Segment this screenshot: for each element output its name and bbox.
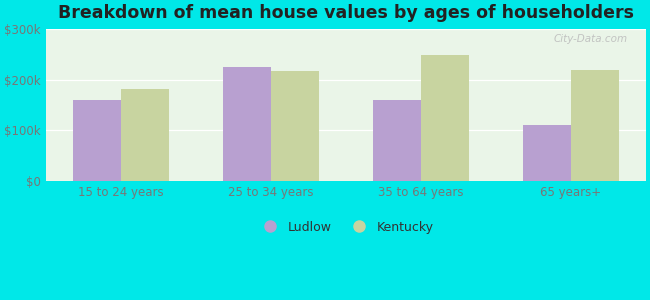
- Text: City-Data.com: City-Data.com: [554, 34, 628, 44]
- Bar: [121, 89, 169, 181]
- Bar: [372, 100, 421, 181]
- Bar: [523, 125, 571, 181]
- Bar: [223, 67, 271, 181]
- Title: Breakdown of mean house values by ages of householders: Breakdown of mean house values by ages o…: [58, 4, 634, 22]
- Legend: Ludlow, Kentucky: Ludlow, Kentucky: [253, 216, 439, 238]
- Bar: [421, 55, 469, 181]
- Bar: [571, 70, 619, 181]
- Bar: [73, 100, 121, 181]
- Bar: [271, 71, 318, 181]
